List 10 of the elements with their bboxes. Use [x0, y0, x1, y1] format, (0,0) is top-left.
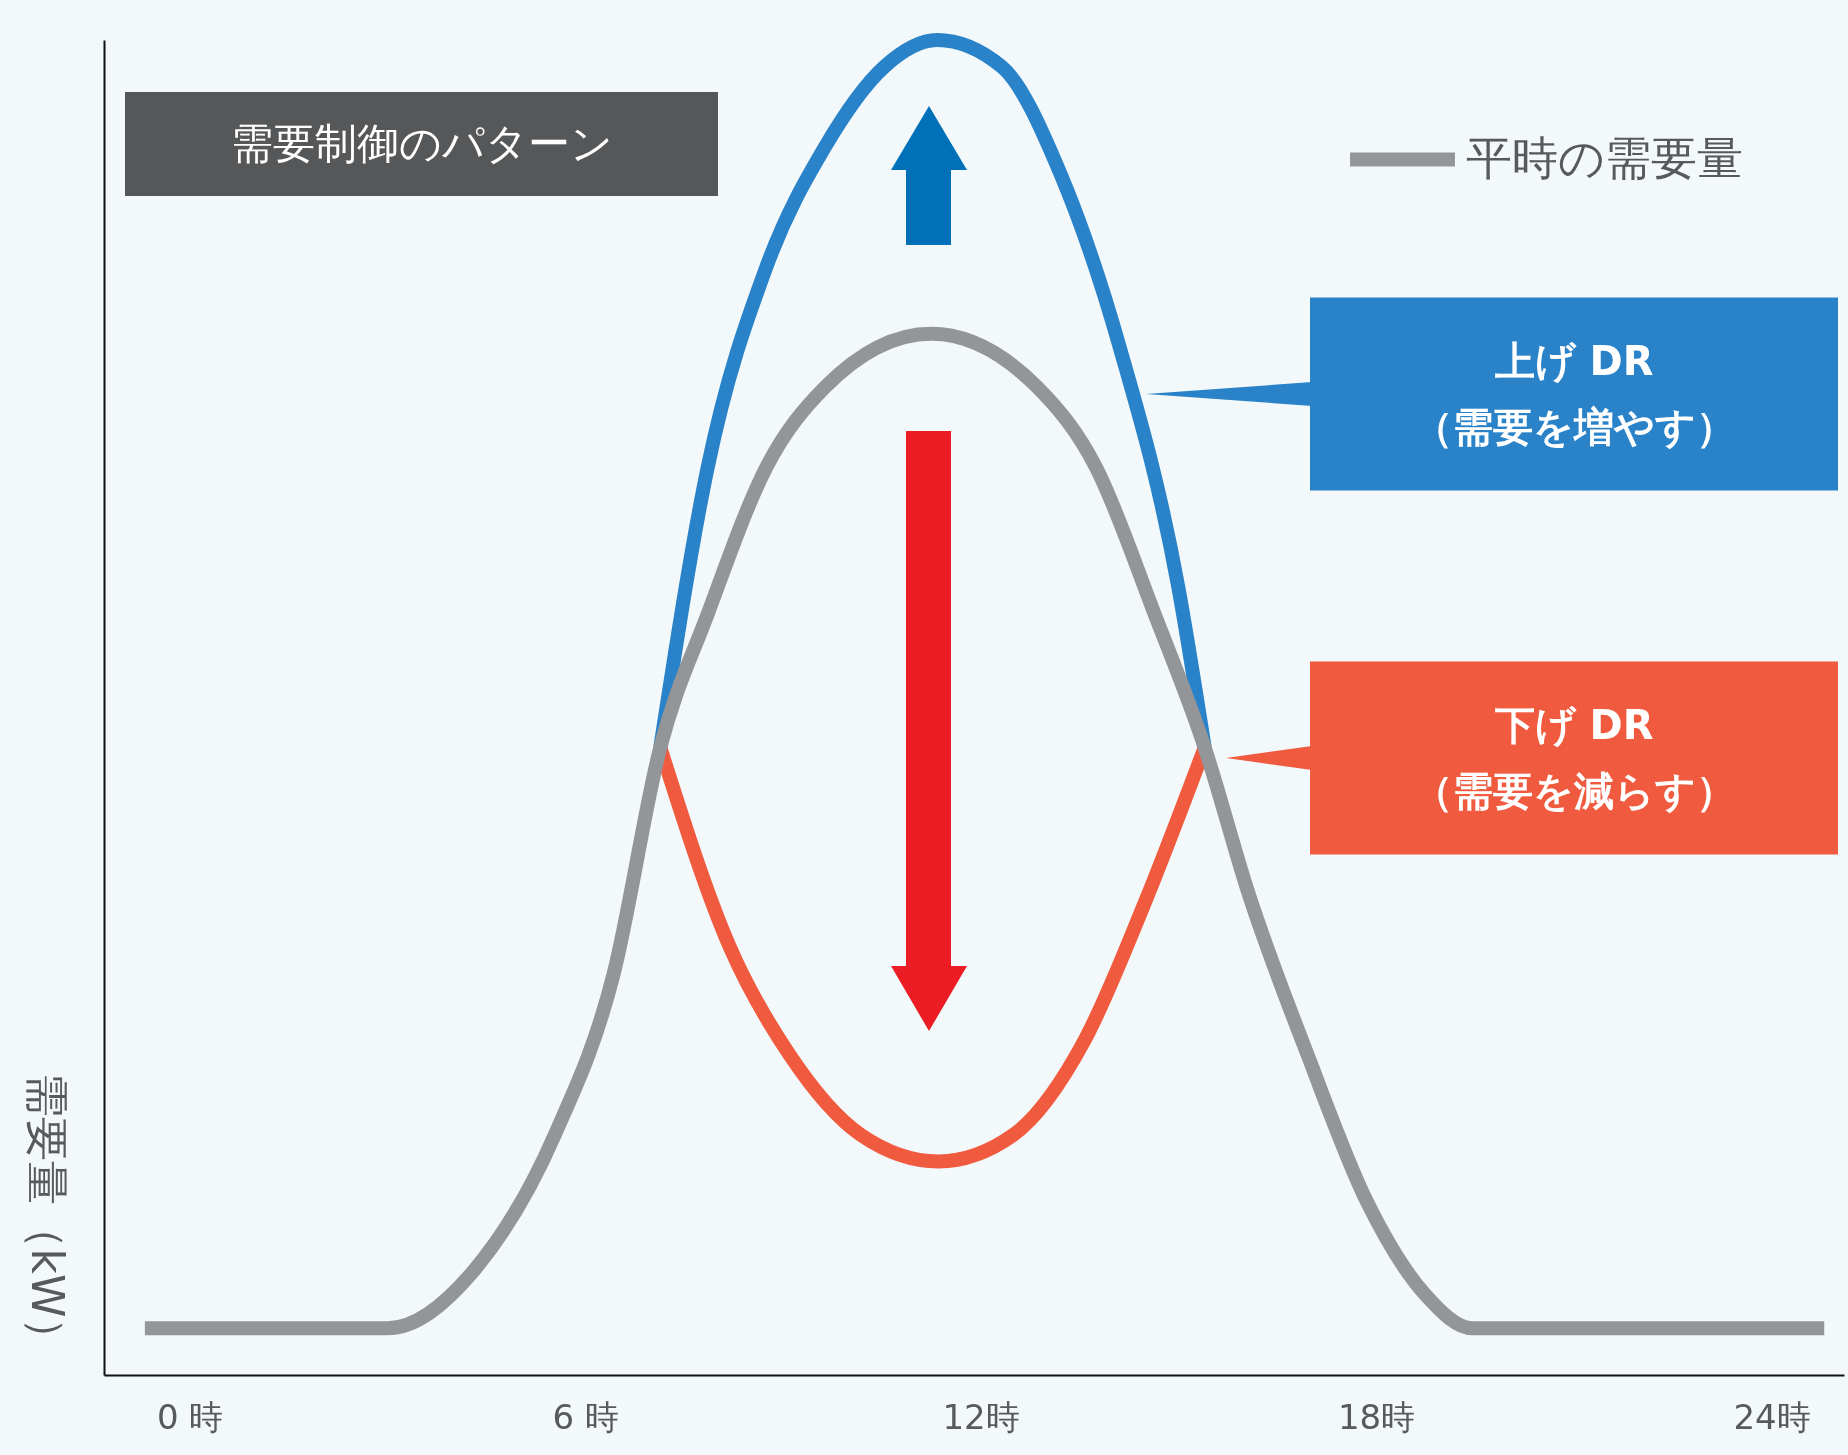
x-tick-label: 6 時 — [552, 1396, 619, 1437]
x-tick-label: 0 時 — [156, 1396, 224, 1437]
legend-label: 平時の需要量 — [1466, 130, 1743, 185]
annotation: 上げ DR （需要を増やす） — [1412, 338, 1736, 450]
x-tick-label: 24時 — [1733, 1396, 1811, 1437]
y-axis-title: 需要量（kW） — [21, 1072, 73, 1362]
title-panel: 需要制御のパターン — [125, 92, 718, 196]
x-tick-label: 18時 — [1337, 1396, 1416, 1437]
annotation: 下げ DR （需要を減らす） — [1412, 702, 1736, 814]
x-tick-label: 12時 — [942, 1396, 1020, 1437]
